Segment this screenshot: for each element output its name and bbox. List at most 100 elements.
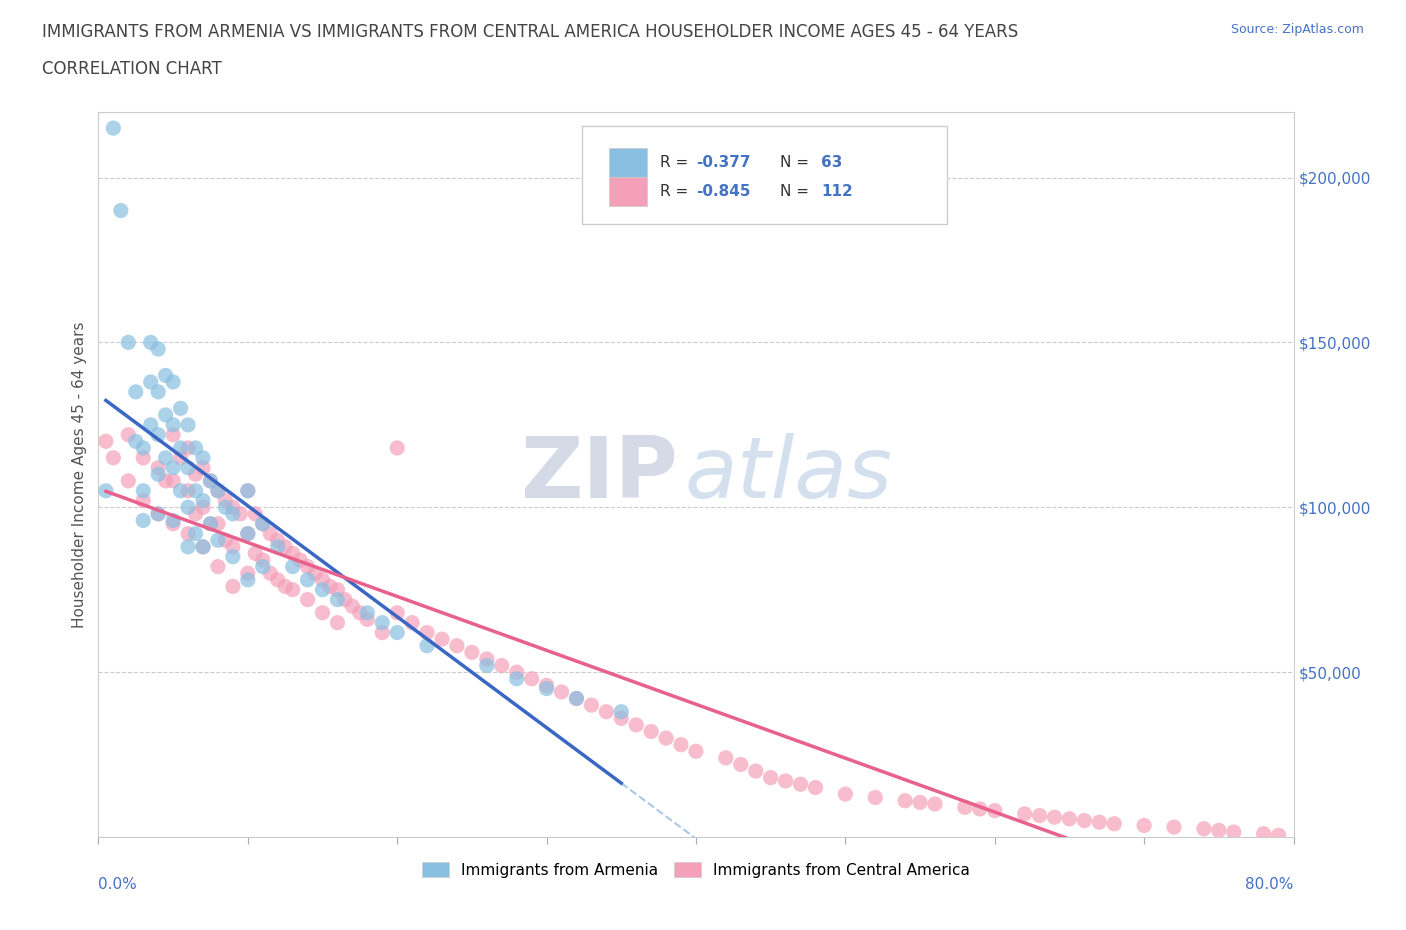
Point (236, 565, 259, 580)
Point (200, 516, 222, 531)
Point (148, 507, 170, 522)
Point (789, 777, 811, 791)
Point (184, 507, 207, 522)
Point (349, 605, 371, 620)
Point (1028, 808, 1050, 823)
Point (184, 526, 207, 541)
Point (319, 579, 342, 594)
Point (103, 121, 125, 136)
Point (207, 533, 229, 548)
Point (834, 787, 856, 802)
Point (162, 427, 184, 442)
Point (177, 441, 200, 456)
Y-axis label: Householder Income Ages 45 - 64 years: Householder Income Ages 45 - 64 years (72, 321, 87, 628)
Point (155, 450, 177, 465)
Legend: Immigrants from Armenia, Immigrants from Central America: Immigrants from Armenia, Immigrants from… (416, 856, 976, 884)
Point (148, 467, 170, 482)
Point (162, 418, 184, 432)
Point (207, 516, 229, 531)
Point (714, 751, 737, 765)
Point (139, 418, 162, 432)
Point (207, 484, 229, 498)
Point (311, 572, 333, 587)
Point (520, 671, 543, 686)
Point (745, 764, 768, 778)
Point (1133, 818, 1156, 833)
FancyBboxPatch shape (582, 126, 948, 224)
Point (297, 592, 319, 607)
Point (222, 550, 245, 565)
Point (148, 507, 170, 522)
Point (506, 671, 529, 686)
Text: 0.0%: 0.0% (98, 877, 138, 892)
Point (1253, 826, 1275, 841)
Point (125, 384, 148, 399)
Point (222, 499, 245, 514)
Point (191, 460, 214, 475)
Point (267, 539, 290, 554)
Point (655, 731, 678, 746)
Point (475, 652, 498, 667)
Point (475, 658, 498, 673)
Point (326, 582, 349, 597)
Point (139, 335, 162, 350)
Point (148, 427, 170, 442)
Point (191, 499, 214, 514)
Point (214, 499, 236, 514)
Point (117, 335, 139, 350)
Point (191, 493, 214, 508)
Point (610, 711, 633, 725)
Point (184, 441, 207, 456)
Point (267, 572, 290, 587)
Text: 80.0%: 80.0% (1246, 877, 1294, 892)
Text: R =: R = (661, 184, 693, 199)
Point (626, 717, 648, 732)
Point (1043, 810, 1066, 825)
Point (236, 484, 259, 498)
Point (1163, 819, 1185, 834)
Point (177, 484, 200, 498)
Point (304, 565, 326, 580)
Point (461, 644, 484, 659)
Point (236, 572, 259, 587)
Point (103, 450, 125, 465)
Point (125, 434, 148, 449)
Point (416, 625, 439, 640)
Point (117, 427, 139, 442)
Text: R =: R = (661, 155, 693, 170)
Point (162, 473, 184, 488)
Point (804, 780, 827, 795)
Point (94, 484, 117, 498)
Point (430, 631, 453, 646)
Point (162, 460, 184, 475)
Point (184, 484, 207, 498)
Point (139, 375, 162, 390)
Point (207, 559, 229, 574)
Point (1073, 813, 1095, 828)
Point (281, 559, 304, 574)
Point (177, 499, 200, 514)
Point (200, 516, 222, 531)
Point (214, 533, 236, 548)
Point (267, 533, 290, 548)
Point (177, 526, 200, 541)
Point (252, 516, 274, 531)
Point (155, 407, 177, 422)
Point (169, 441, 191, 456)
Text: -0.377: -0.377 (696, 155, 751, 170)
Point (1104, 817, 1126, 831)
Point (446, 638, 468, 653)
Point (1192, 821, 1215, 836)
Point (297, 559, 319, 574)
Point (229, 507, 252, 522)
Point (222, 579, 245, 594)
Point (685, 744, 707, 759)
Point (191, 539, 214, 554)
Point (169, 484, 191, 498)
Point (371, 625, 394, 640)
Text: atlas: atlas (685, 432, 891, 516)
Point (385, 441, 409, 456)
Point (984, 804, 1007, 818)
Point (565, 691, 588, 706)
Point (894, 793, 917, 808)
